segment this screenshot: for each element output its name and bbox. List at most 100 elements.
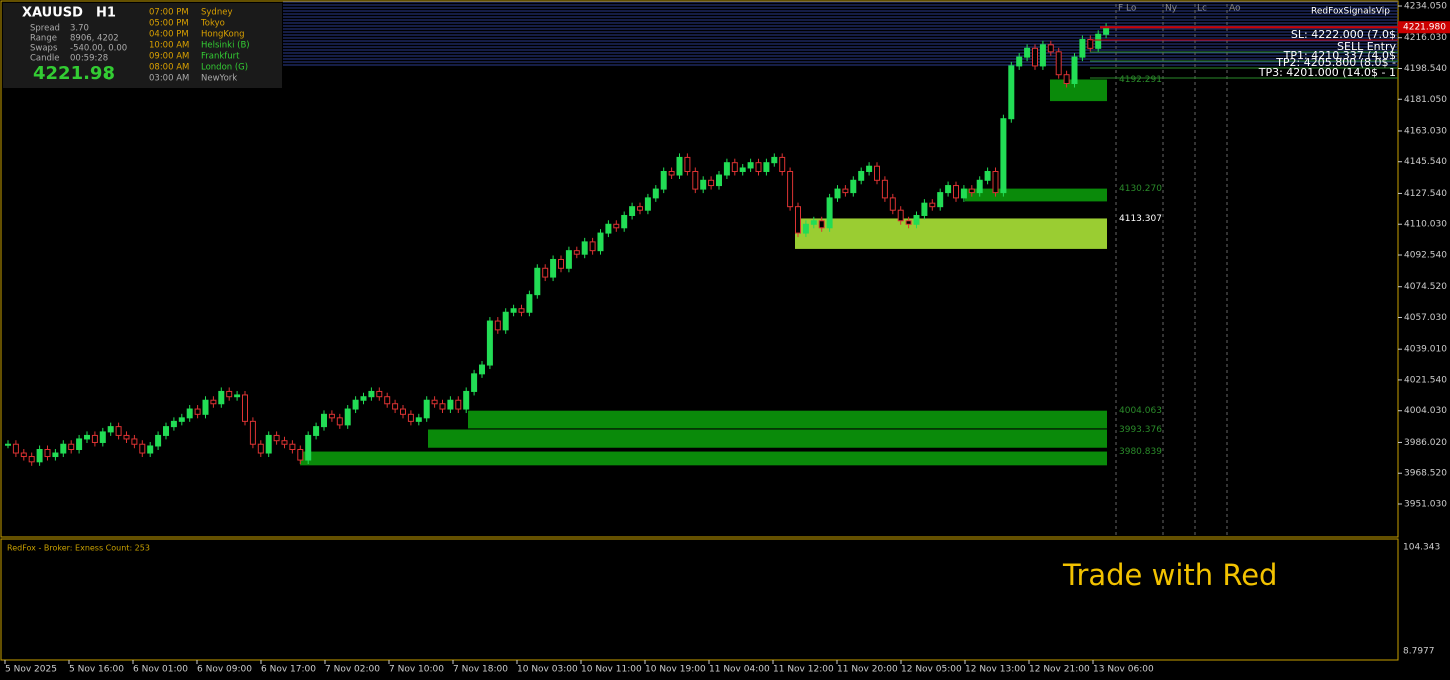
candle xyxy=(692,170,699,190)
info-value: 00:59:28 xyxy=(70,54,108,64)
candle xyxy=(178,417,185,422)
trade-label: TP1: 4210.337 (4.0$ xyxy=(1283,49,1396,62)
session-city: Frankfurt xyxy=(201,52,240,62)
y-tick-label: 4092.540 xyxy=(1404,251,1447,261)
candle xyxy=(170,420,177,428)
candle xyxy=(20,452,27,458)
candle xyxy=(953,185,959,199)
candle xyxy=(368,390,375,398)
trade-label: TP2: 4205.800 (8.0$ - xyxy=(1275,56,1396,69)
candle xyxy=(945,185,952,194)
candle xyxy=(644,197,651,211)
indicator-title: RedFox - Broker: Exness Count: 253 xyxy=(7,544,150,553)
candle xyxy=(305,434,312,461)
candle xyxy=(5,443,11,446)
candle xyxy=(621,214,628,229)
candle xyxy=(739,167,746,172)
candle xyxy=(771,156,778,164)
session-label: Ao xyxy=(1229,4,1241,14)
x-tick-label: 5 Nov 2025 xyxy=(5,665,57,675)
candle xyxy=(186,408,193,419)
candle xyxy=(597,232,604,252)
candle xyxy=(471,373,478,392)
candle xyxy=(76,438,83,451)
banner: Trade with Red xyxy=(1062,558,1277,592)
session-label: Lc xyxy=(1197,4,1207,14)
y-tick-label: 4234.050 xyxy=(1404,2,1447,12)
candle xyxy=(249,420,256,445)
candle xyxy=(123,434,130,440)
candle xyxy=(68,443,75,451)
candle xyxy=(802,223,809,234)
candle xyxy=(921,202,928,216)
candle xyxy=(479,364,485,375)
candle xyxy=(147,445,154,454)
candle xyxy=(913,214,920,225)
candle xyxy=(1024,47,1031,58)
zone-label: 3993.376 xyxy=(1119,425,1162,435)
zone-label: 4130.270 xyxy=(1119,184,1162,194)
candle xyxy=(1008,65,1015,120)
candle xyxy=(439,403,446,410)
zone-label: 4192.291 xyxy=(1119,75,1162,85)
y-tick-label: 4057.030 xyxy=(1404,313,1447,323)
candle xyxy=(700,179,707,190)
candle xyxy=(1071,56,1078,85)
info-key: Candle xyxy=(30,54,60,64)
price-tail: 0 xyxy=(105,69,113,83)
brand: RedFoxSignalsVip xyxy=(1311,7,1390,17)
candle xyxy=(502,311,509,331)
x-tick-label: 10 Nov 11:00 xyxy=(581,665,642,675)
candle xyxy=(415,417,422,422)
candle xyxy=(1055,51,1062,76)
zone xyxy=(1050,79,1107,102)
candle xyxy=(210,399,217,405)
candle xyxy=(810,220,817,225)
candle xyxy=(992,170,999,194)
candle xyxy=(313,426,320,436)
session-label: Ny xyxy=(1165,4,1178,14)
session-time: 08:00 AM xyxy=(149,63,189,73)
session-city: Tokyo xyxy=(200,19,225,29)
x-tick-label: 7 Nov 18:00 xyxy=(453,665,508,675)
session-city: NewYork xyxy=(201,74,237,84)
candle xyxy=(84,434,90,440)
candle xyxy=(763,162,770,172)
candle xyxy=(155,434,162,447)
candle xyxy=(1095,33,1102,49)
candle xyxy=(28,456,35,463)
current-price-box xyxy=(1398,21,1450,34)
candle xyxy=(881,179,888,199)
main-frame xyxy=(0,0,1399,538)
candle xyxy=(52,452,59,458)
x-tick-label: 5 Nov 16:00 xyxy=(69,665,124,675)
candle xyxy=(289,443,296,451)
info-key: Spread xyxy=(30,24,60,34)
candle xyxy=(755,162,762,172)
indicator-min: 8.7977 xyxy=(1403,647,1435,657)
candle xyxy=(376,390,383,398)
candle xyxy=(897,209,904,222)
candle xyxy=(447,399,454,410)
candle xyxy=(352,399,359,410)
indicator-max: 104.343 xyxy=(1403,543,1440,553)
zone-label: 3980.839 xyxy=(1119,447,1162,457)
candle xyxy=(826,197,833,229)
price: 4221.98 xyxy=(33,63,115,84)
candle xyxy=(1079,39,1086,58)
candle xyxy=(36,449,43,463)
x-tick-label: 10 Nov 03:00 xyxy=(517,665,578,675)
info-key: Range xyxy=(30,34,57,44)
y-tick-label: 4004.030 xyxy=(1404,406,1447,416)
candle xyxy=(858,170,865,181)
candle xyxy=(242,394,248,422)
y-tick-label: 4039.010 xyxy=(1404,345,1447,355)
candle xyxy=(676,156,683,176)
candle xyxy=(344,408,351,426)
y-tick-label: 4074.520 xyxy=(1404,282,1447,292)
candle xyxy=(637,206,643,211)
y-tick-label: 4127.540 xyxy=(1404,189,1447,199)
candle xyxy=(336,417,343,426)
symbol: XAUUSD xyxy=(22,6,83,21)
